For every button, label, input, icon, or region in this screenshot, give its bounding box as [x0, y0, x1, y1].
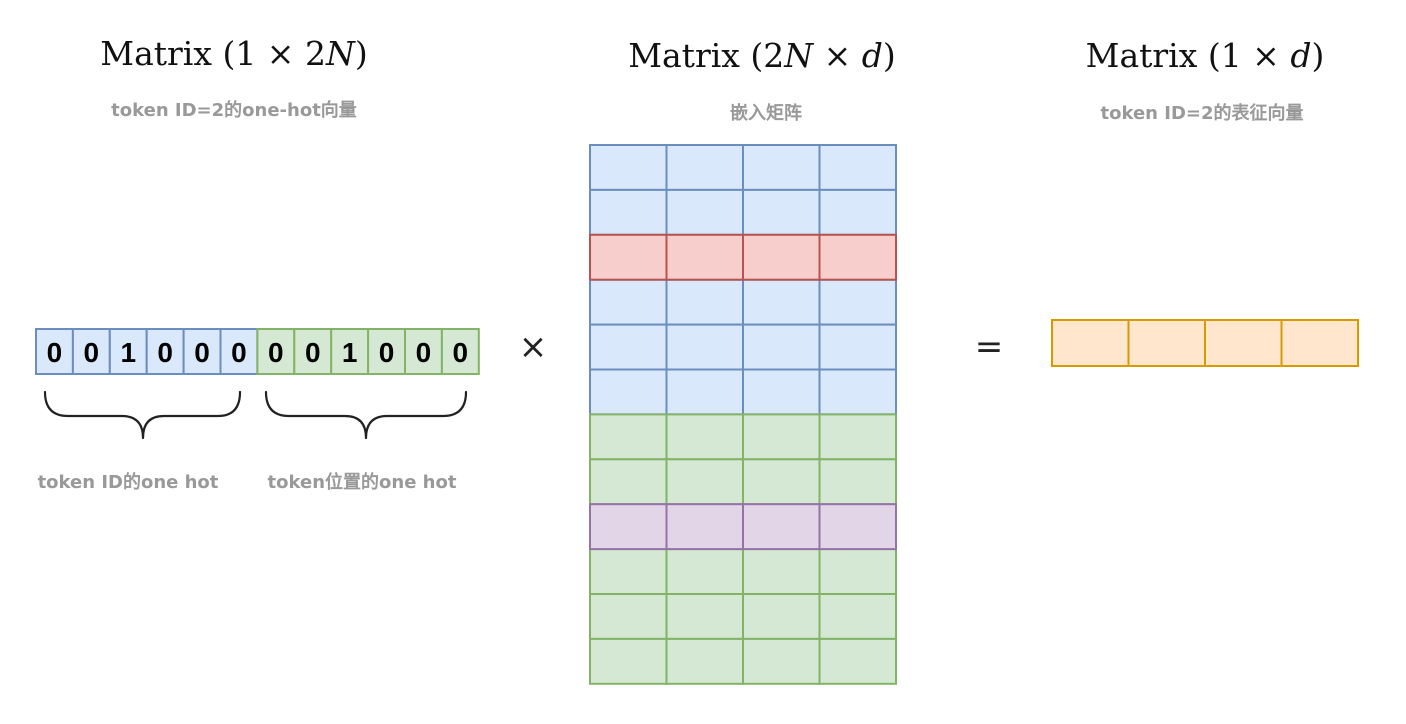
token-position-brace-label: token位置的one hot — [268, 471, 457, 493]
result-vector-cell — [1204, 319, 1283, 367]
token-id-bit-cell — [71, 328, 111, 375]
equals-operator: = — [975, 327, 1004, 367]
result-vector-cell — [1127, 319, 1206, 367]
token-embedding-cell — [665, 188, 744, 236]
token-position-bit-cell — [293, 328, 333, 375]
token-embedding-cell — [589, 368, 668, 416]
token-embedding-cell — [589, 323, 668, 371]
selected-position-embedding-cell — [742, 503, 821, 551]
token-embedding-cell — [742, 188, 821, 236]
token-position-bit-cell — [330, 328, 370, 375]
position-embedding-cell — [818, 413, 897, 461]
position-embedding-cell — [589, 413, 668, 461]
token-embedding-cell — [742, 278, 821, 326]
selected-position-embedding-cell — [818, 503, 897, 551]
position-embedding-cell — [742, 593, 821, 640]
selected-token-embedding-cell — [742, 233, 821, 281]
token-id-bit-cell — [35, 328, 74, 375]
token-embedding-cell — [742, 368, 821, 416]
multiply-operator: × — [519, 327, 548, 367]
selected-token-embedding-cell — [589, 233, 668, 281]
result-vector-cell — [1051, 319, 1130, 367]
position-embedding-cell — [742, 458, 821, 506]
position-embedding-cell — [589, 548, 668, 595]
token-id-bit-value: 0 — [157, 337, 173, 368]
position-embedding-cell — [665, 593, 744, 640]
token-id-bit-value: 0 — [231, 337, 247, 368]
position-embedding-cell — [589, 458, 668, 506]
token-embedding-cell — [818, 368, 897, 416]
position-embedding-cell — [665, 413, 744, 461]
position-embedding-cell — [665, 548, 744, 595]
token-embedding-cell — [818, 323, 897, 371]
position-embedding-cell — [665, 637, 744, 685]
position-embedding-cell — [818, 637, 897, 685]
position-embedding-cell — [665, 458, 744, 506]
token-embedding-cell — [742, 323, 821, 371]
token-embedding-cell — [665, 278, 744, 326]
token-embedding-cell — [589, 144, 668, 191]
token-id-brace-label: token ID的one hot — [38, 471, 219, 493]
token-id-bit-value: 0 — [47, 337, 63, 368]
token-id-bit-value: 0 — [194, 337, 210, 368]
position-embedding-cell — [818, 593, 897, 640]
token-embedding-cell — [665, 368, 744, 416]
left-matrix-title: Matrix (1 × 2N) — [100, 34, 367, 73]
token-position-bit-value: 0 — [305, 337, 321, 368]
token-position-brace — [264, 390, 468, 440]
selected-token-embedding-cell — [818, 233, 897, 281]
position-embedding-cell — [742, 548, 821, 595]
position-embedding-cell — [818, 548, 897, 595]
token-position-bit-value: 0 — [416, 337, 432, 368]
position-embedding-cell — [589, 593, 668, 640]
token-position-bit-value: 0 — [268, 337, 284, 368]
result-vector-cell — [1280, 319, 1359, 367]
right-matrix-subtitle: token ID=2的表征向量 — [1101, 102, 1304, 124]
token-embedding-cell — [665, 144, 744, 191]
token-embedding-cell — [818, 188, 897, 236]
result-vector — [1051, 319, 1359, 367]
token-embedding-cell — [742, 144, 821, 191]
selected-position-embedding-cell — [589, 503, 668, 551]
token-position-bit-value: 1 — [342, 337, 358, 368]
token-position-bit-value: 0 — [453, 337, 469, 368]
token-id-bit-cell — [108, 328, 148, 375]
token-id-bit-cell — [182, 328, 222, 375]
token-position-bit-cell — [256, 328, 296, 375]
right-matrix-title: Matrix (1 × d) — [1086, 36, 1325, 75]
left-matrix-subtitle: token ID=2的one-hot向量 — [111, 99, 357, 121]
position-embedding-cell — [818, 458, 897, 506]
embedding-matrix — [589, 144, 897, 685]
token-id-brace — [43, 390, 242, 440]
token-embedding-cell — [589, 278, 668, 326]
middle-matrix-title: Matrix (2N × d) — [628, 36, 896, 75]
token-embedding-cell — [818, 278, 897, 326]
token-id-bit-value: 0 — [84, 337, 100, 368]
token-embedding-cell — [589, 188, 668, 236]
position-embedding-cell — [589, 637, 668, 685]
token-id-bit-value: 1 — [120, 337, 136, 368]
token-embedding-cell — [665, 323, 744, 371]
token-position-bit-value: 0 — [379, 337, 395, 368]
selected-token-embedding-cell — [665, 233, 744, 281]
token-embedding-cell — [818, 144, 897, 191]
token-position-bit-cell — [440, 328, 480, 375]
selected-position-embedding-cell — [665, 503, 744, 551]
position-embedding-cell — [742, 413, 821, 461]
position-embedding-cell — [742, 637, 821, 685]
middle-matrix-subtitle: 嵌入矩阵 — [730, 102, 802, 124]
token-position-bit-cell — [367, 328, 407, 375]
